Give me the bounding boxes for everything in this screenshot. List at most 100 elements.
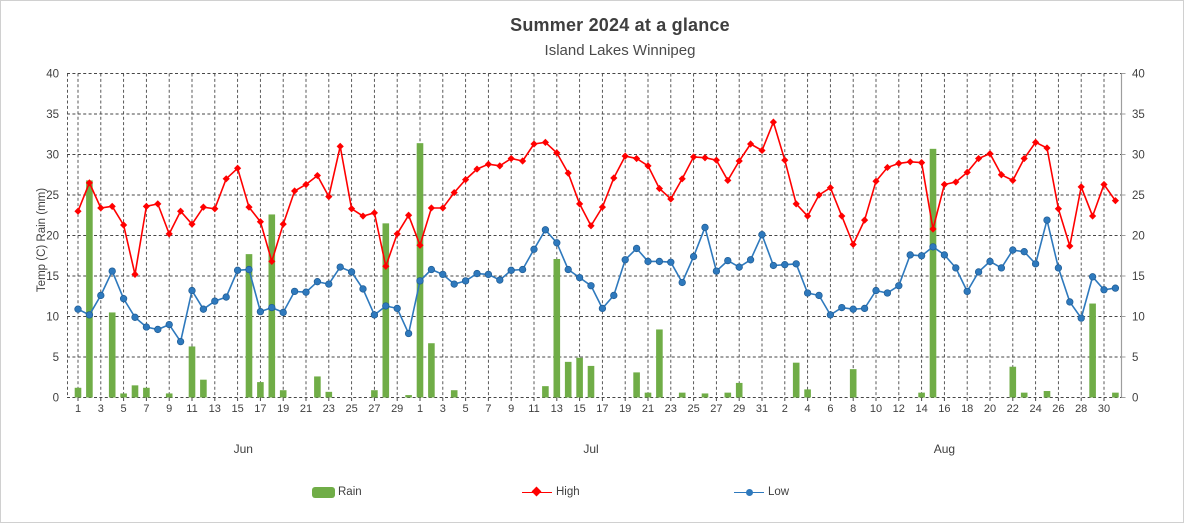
x-axis-day-label: 9 [166, 403, 172, 415]
high-marker [633, 154, 641, 163]
low-marker [427, 265, 436, 274]
x-axis-day-label: 29 [391, 403, 403, 415]
rain-bar [131, 385, 139, 398]
y-axis-label-right: 5 [1132, 352, 1138, 364]
high-marker [1077, 183, 1085, 191]
high-marker [131, 270, 139, 278]
x-axis-day-label: 21 [642, 403, 654, 415]
low-marker [712, 267, 721, 275]
low-marker [393, 304, 401, 313]
high-marker [975, 154, 983, 163]
high-marker [986, 150, 994, 158]
low-marker [1077, 314, 1085, 322]
y-axis-label-left: 25 [46, 190, 59, 202]
high-marker [701, 154, 709, 162]
high-marker [804, 212, 812, 220]
low-marker [1043, 216, 1051, 224]
low-marker [256, 307, 265, 316]
high-marker [325, 193, 333, 201]
x-axis-day-label: 7 [143, 403, 149, 415]
high-marker [655, 184, 663, 193]
high-marker [1111, 197, 1119, 205]
low-marker [986, 257, 994, 266]
low-marker [906, 251, 914, 259]
low-marker [142, 323, 151, 331]
rain-bar [804, 389, 811, 398]
high-marker [222, 175, 230, 183]
low-marker [575, 273, 584, 282]
x-axis-day-label: 21 [300, 403, 312, 415]
high-marker [336, 142, 344, 150]
low-marker [370, 311, 379, 319]
high-marker [382, 262, 390, 270]
low-marker [347, 268, 356, 276]
high-marker [313, 171, 321, 180]
rain-bar [576, 357, 583, 398]
x-axis-month-label: Jul [583, 442, 598, 456]
rain-bar [86, 180, 93, 398]
x-axis-day-label: 10 [870, 403, 882, 415]
high-marker [690, 153, 698, 161]
x-axis-day-label: 11 [186, 403, 197, 415]
rain-bar [143, 387, 150, 398]
low-marker [952, 264, 960, 272]
low-marker [621, 256, 629, 264]
low-marker [211, 297, 219, 305]
low-marker [313, 278, 322, 286]
high-marker [838, 212, 846, 220]
low-marker [667, 258, 675, 266]
legend-label-rain: Rain [338, 486, 362, 498]
low-marker [826, 311, 835, 319]
y-axis-label-left: 0 [53, 393, 59, 405]
x-axis-day-label: 5 [121, 403, 127, 415]
low-marker [119, 295, 128, 303]
low-line-icon [734, 486, 764, 498]
low-marker [803, 289, 812, 297]
rain-bar [416, 143, 424, 398]
high-marker [1100, 180, 1108, 189]
y-axis-label-right: 0 [1132, 393, 1138, 405]
low-marker [587, 282, 595, 290]
low-marker [290, 287, 299, 296]
low-marker [758, 231, 766, 239]
low-marker [610, 291, 618, 300]
x-axis-day-label: 27 [368, 403, 380, 415]
x-axis-day-label: 5 [463, 403, 469, 415]
high-marker [541, 138, 549, 146]
high-marker [165, 230, 173, 238]
x-axis-day-label: 16 [938, 403, 950, 415]
high-marker [598, 203, 606, 211]
x-axis-day-label: 1 [417, 403, 423, 415]
y-axis-label-left: 15 [46, 271, 59, 283]
low-marker [416, 277, 424, 285]
high-marker [576, 200, 584, 208]
rain-bar [678, 392, 686, 398]
low-marker [929, 243, 937, 251]
low-marker [781, 261, 789, 269]
x-axis-day-label: 2 [782, 403, 788, 415]
low-marker [974, 268, 983, 276]
x-axis-day-label: 11 [528, 403, 539, 415]
high-marker [177, 207, 185, 215]
legend-label-high: High [556, 486, 580, 498]
low-marker [325, 280, 333, 288]
high-marker [496, 162, 504, 170]
low-marker [598, 304, 607, 313]
low-marker [439, 270, 447, 279]
high-marker [952, 178, 960, 186]
low-marker [74, 305, 82, 313]
high-marker [1066, 242, 1074, 250]
low-marker [838, 303, 846, 312]
low-marker [883, 289, 892, 297]
rain-bar [918, 392, 925, 398]
high-marker [1032, 138, 1040, 146]
high-marker [302, 180, 310, 189]
low-marker [176, 337, 185, 346]
x-axis-day-label: 17 [596, 403, 608, 415]
high-marker [108, 202, 116, 210]
rain-bar [929, 148, 937, 398]
legend-item-rain: Rain [312, 484, 362, 500]
high-marker [906, 158, 914, 166]
low-marker [1100, 286, 1108, 294]
low-marker [233, 266, 242, 274]
